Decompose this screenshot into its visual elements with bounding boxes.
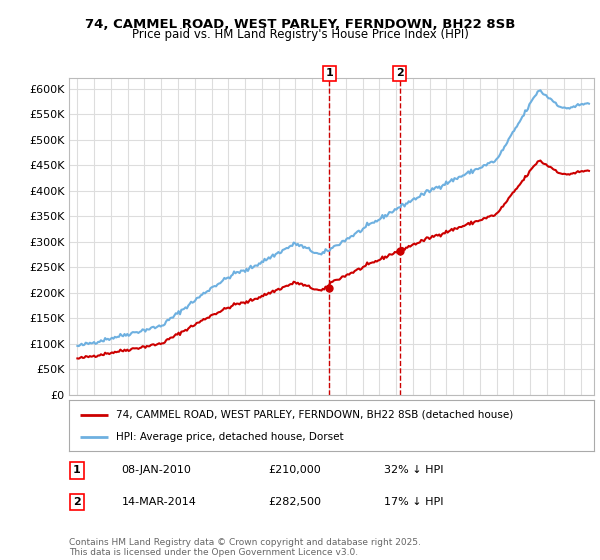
Text: 1: 1 <box>326 68 334 78</box>
Text: 74, CAMMEL ROAD, WEST PARLEY, FERNDOWN, BH22 8SB (detached house): 74, CAMMEL ROAD, WEST PARLEY, FERNDOWN, … <box>116 409 514 419</box>
Text: HPI: Average price, detached house, Dorset: HPI: Average price, detached house, Dors… <box>116 432 344 442</box>
Text: 17% ↓ HPI: 17% ↓ HPI <box>384 497 443 507</box>
Text: Price paid vs. HM Land Registry's House Price Index (HPI): Price paid vs. HM Land Registry's House … <box>131 28 469 41</box>
Text: 2: 2 <box>396 68 403 78</box>
Text: 74, CAMMEL ROAD, WEST PARLEY, FERNDOWN, BH22 8SB: 74, CAMMEL ROAD, WEST PARLEY, FERNDOWN, … <box>85 18 515 31</box>
Text: 2: 2 <box>73 497 81 507</box>
Text: 32% ↓ HPI: 32% ↓ HPI <box>384 465 443 475</box>
Text: £210,000: £210,000 <box>269 465 321 475</box>
Text: £282,500: £282,500 <box>269 497 322 507</box>
Text: 08-JAN-2010: 08-JAN-2010 <box>121 465 191 475</box>
Text: 1: 1 <box>73 465 81 475</box>
Text: Contains HM Land Registry data © Crown copyright and database right 2025.
This d: Contains HM Land Registry data © Crown c… <box>69 538 421 557</box>
Text: 14-MAR-2014: 14-MAR-2014 <box>121 497 196 507</box>
